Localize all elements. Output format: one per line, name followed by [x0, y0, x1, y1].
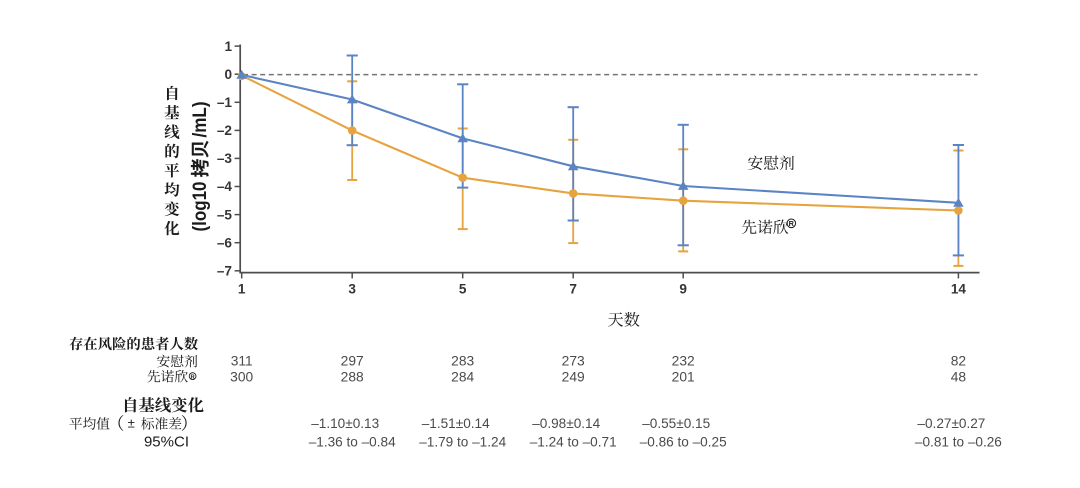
svg-text:1: 1: [238, 282, 246, 297]
svg-text:82: 82: [951, 354, 966, 369]
svg-text:–1.51±0.14: –1.51±0.14: [422, 416, 490, 431]
svg-text:249: 249: [562, 369, 585, 384]
svg-text:–4: –4: [217, 179, 233, 194]
svg-text:0: 0: [224, 67, 232, 82]
svg-text:7: 7: [569, 282, 577, 297]
svg-text:–7: –7: [217, 264, 232, 279]
svg-text:300: 300: [230, 369, 253, 384]
svg-text:3: 3: [348, 282, 356, 297]
svg-text:–1: –1: [217, 95, 233, 110]
svg-text:–6: –6: [217, 235, 233, 250]
svg-text:–2: –2: [217, 123, 233, 138]
svg-text:–0.81 to –0.26: –0.81 to –0.26: [915, 434, 1002, 449]
svg-text:284: 284: [451, 369, 474, 384]
svg-text:1: 1: [224, 39, 232, 54]
svg-text:–0.27±0.27: –0.27±0.27: [917, 416, 985, 431]
svg-text:±: ±: [128, 416, 135, 431]
svg-text:95%CI: 95%CI: [144, 433, 189, 450]
svg-text:–0.98±0.14: –0.98±0.14: [532, 416, 600, 431]
svg-text:–3: –3: [217, 151, 233, 166]
svg-text:–1.10±0.13: –1.10±0.13: [311, 416, 379, 431]
svg-text:232: 232: [672, 354, 695, 369]
svg-text:273: 273: [562, 354, 585, 369]
svg-text:–0.86 to –0.25: –0.86 to –0.25: [640, 434, 727, 449]
svg-text:201: 201: [672, 369, 695, 384]
svg-text:–1.79 to –1.24: –1.79 to –1.24: [419, 434, 506, 449]
svg-text:283: 283: [451, 354, 474, 369]
svg-text:R: R: [191, 374, 196, 380]
svg-text:/mL): /mL): [190, 102, 211, 138]
svg-text:–0.55±0.15: –0.55±0.15: [642, 416, 710, 431]
svg-text:9: 9: [679, 282, 687, 297]
svg-text:–1.36 to –0.84: –1.36 to –0.84: [309, 434, 396, 449]
svg-text:288: 288: [341, 369, 364, 384]
svg-text:14: 14: [951, 282, 967, 297]
svg-text:–5: –5: [217, 207, 233, 222]
svg-text:–1.24 to –0.71: –1.24 to –0.71: [530, 434, 617, 449]
svg-text:5: 5: [459, 282, 467, 297]
svg-text:297: 297: [341, 354, 364, 369]
svg-text:48: 48: [951, 369, 967, 384]
svg-text:311: 311: [231, 354, 253, 369]
svg-text:(log10: (log10: [190, 182, 211, 232]
svg-text:R: R: [789, 219, 795, 228]
